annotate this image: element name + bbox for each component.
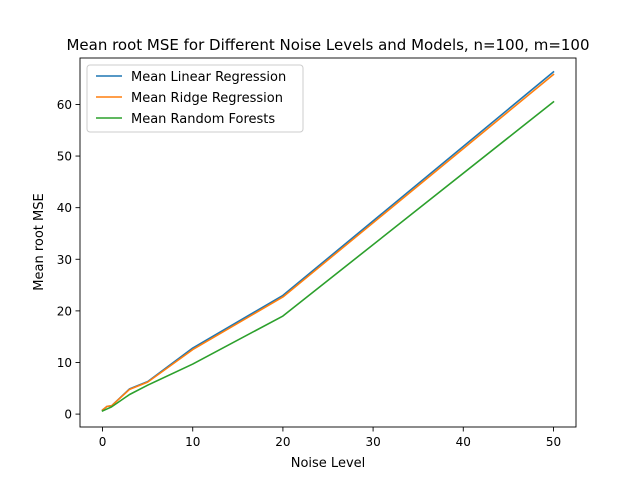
y-tick-label: 60 [57,98,72,112]
x-tick-label: 10 [185,435,200,449]
x-tick-label: 40 [456,435,471,449]
y-tick-label: 30 [57,253,72,267]
y-tick-label: 40 [57,201,72,215]
y-axis-label: Mean root MSE [32,193,47,290]
y-tick-label: 10 [57,356,72,370]
x-tick-label: 0 [99,435,107,449]
chart-title: Mean root MSE for Different Noise Levels… [66,36,589,54]
x-tick-label: 20 [275,435,290,449]
y-tick-label: 50 [57,150,72,164]
plot-area: 0 10 20 30 40 50 0 10 20 30 40 50 60 Mean Linear Regr… [57,57,577,449]
legend-label-1: Mean Linear Regression [131,70,286,85]
y-tick-label: 0 [64,408,72,422]
x-axis-label: Noise Level [291,456,366,471]
legend-label-2: Mean Ridge Regression [131,91,283,106]
series-line-2 [101,73,555,412]
x-tick-label: 30 [365,435,380,449]
legend: Mean Linear Regression Mean Ridge Regress… [86,64,304,133]
x-tick-label: 50 [546,435,561,449]
legend-label-3: Mean Random Forests [131,112,275,127]
y-tick-label: 20 [57,304,72,318]
legend-box [86,64,304,133]
series-line-3 [101,100,555,413]
axes-frame [79,57,577,428]
